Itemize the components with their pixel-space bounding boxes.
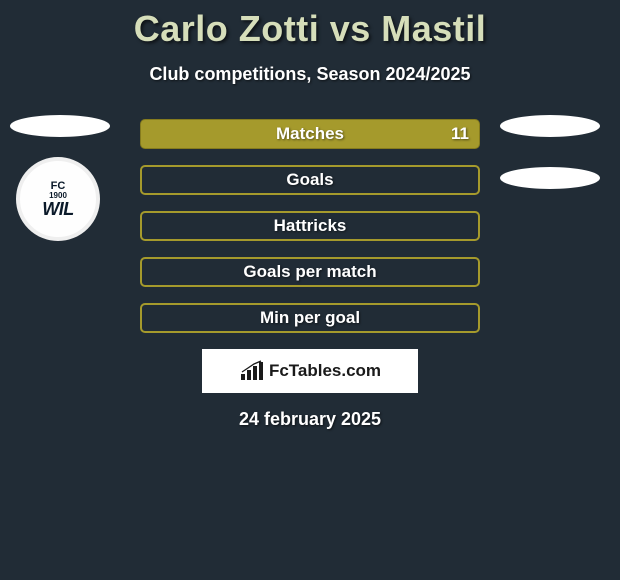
stat-row-hattricks: Hattricks [140, 211, 480, 241]
badge-name: WIL [42, 200, 74, 218]
left-player-column: FC 1900 WIL [10, 115, 110, 241]
club-badge-left: FC 1900 WIL [16, 157, 100, 241]
stat-label: Matches [276, 124, 344, 144]
stat-value-right: 11 [451, 124, 469, 144]
player-photo-placeholder [10, 115, 110, 137]
stat-row-mpg: Min per goal [140, 303, 480, 333]
stat-row-matches: Matches 11 [140, 119, 480, 149]
site-logo: FcTables.com [202, 349, 418, 393]
bars-icon [239, 360, 265, 382]
season-subtitle: Club competitions, Season 2024/2025 [0, 64, 620, 85]
logo-text: FcTables.com [269, 361, 381, 381]
snapshot-date: 24 february 2025 [0, 409, 620, 430]
stat-label: Goals [286, 170, 333, 190]
stat-label: Hattricks [274, 216, 347, 236]
player-photo-placeholder [500, 115, 600, 137]
stat-rows: Matches 11 Goals Hattricks Goals per mat… [140, 119, 480, 333]
club-badge-placeholder [500, 167, 600, 189]
stat-row-gpm: Goals per match [140, 257, 480, 287]
comparison-title: Carlo Zotti vs Mastil [0, 0, 620, 50]
stat-label: Min per goal [260, 308, 360, 328]
stats-area: FC 1900 WIL Matches 11 Goals Hattricks G… [0, 119, 620, 333]
right-player-column [500, 115, 600, 219]
stat-label: Goals per match [243, 262, 376, 282]
stat-row-goals: Goals [140, 165, 480, 195]
badge-fc: FC [51, 180, 66, 192]
